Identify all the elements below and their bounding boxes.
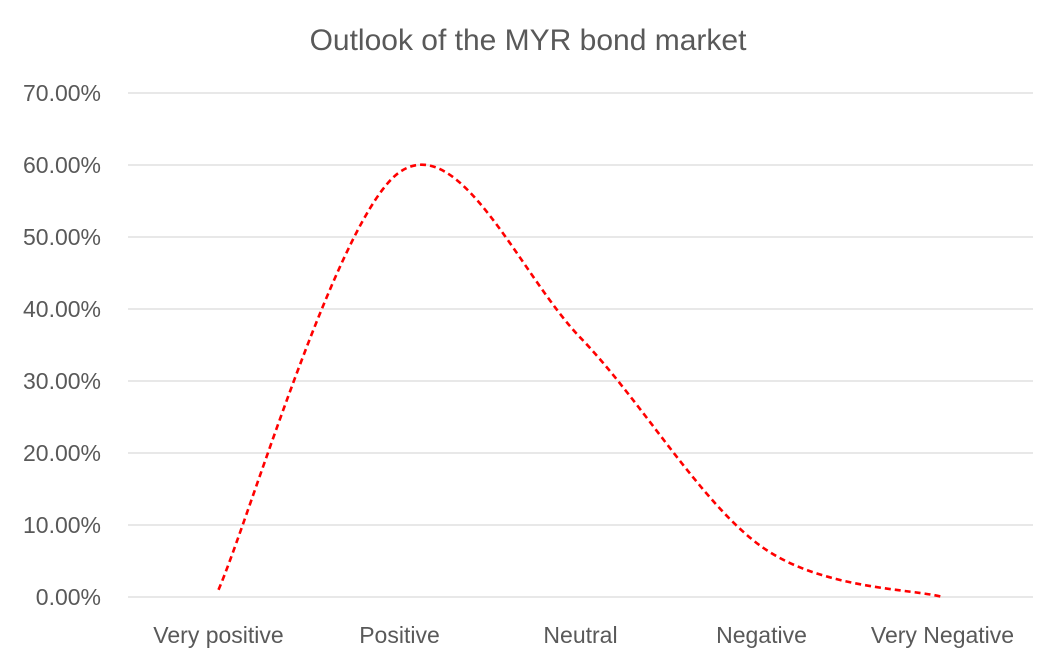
y-tick-label: 60.00% bbox=[23, 152, 101, 178]
y-tick-label: 40.00% bbox=[23, 296, 101, 322]
y-axis-tick-labels: 0.00% 10.00% 20.00% 30.00% 40.00% 50.00% 60.00… bbox=[23, 80, 101, 610]
x-tick-label: Positive bbox=[359, 622, 440, 648]
x-tick-label: Negative bbox=[716, 622, 807, 648]
x-tick-label: Neutral bbox=[543, 622, 617, 648]
y-tick-label: 0.00% bbox=[36, 584, 101, 610]
x-tick-label: Very positive bbox=[153, 622, 283, 648]
y-tick-label: 70.00% bbox=[23, 80, 101, 106]
y-tick-label: 10.00% bbox=[23, 512, 101, 538]
gridlines bbox=[128, 92, 1033, 598]
x-tick-label: Very Negative bbox=[871, 622, 1014, 648]
y-tick-label: 50.00% bbox=[23, 224, 101, 250]
series-line bbox=[217, 163, 943, 599]
chart-title: Outlook of the MYR bond market bbox=[310, 24, 748, 57]
series-layer bbox=[217, 163, 943, 599]
y-tick-label: 30.00% bbox=[23, 368, 101, 394]
y-tick-label: 20.00% bbox=[23, 440, 101, 466]
x-axis-tick-labels: Very positive Positive Neutral Negative Very… bbox=[153, 622, 1014, 648]
